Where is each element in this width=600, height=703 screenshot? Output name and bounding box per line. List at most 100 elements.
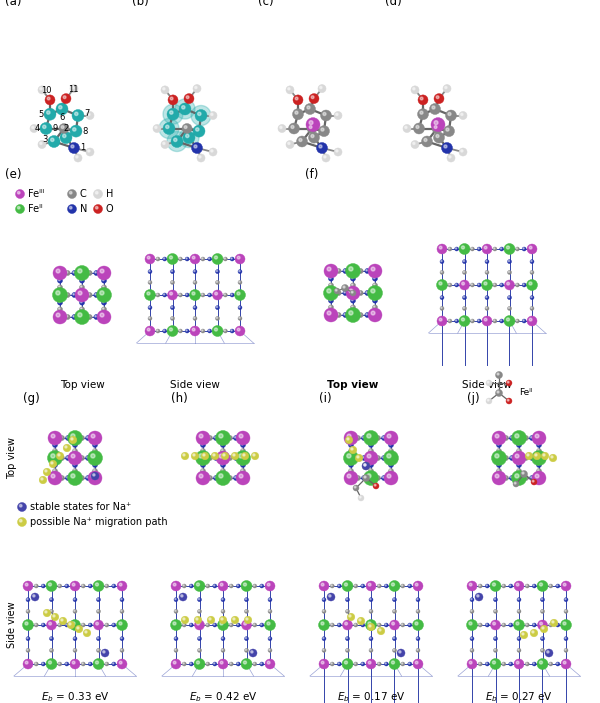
Circle shape xyxy=(478,623,482,627)
Circle shape xyxy=(368,583,371,586)
Circle shape xyxy=(531,271,532,272)
Circle shape xyxy=(167,290,178,300)
Circle shape xyxy=(43,468,51,476)
Text: (i): (i) xyxy=(319,392,332,405)
Circle shape xyxy=(344,292,346,293)
Circle shape xyxy=(373,276,377,281)
Circle shape xyxy=(517,648,521,652)
Circle shape xyxy=(113,624,114,625)
Circle shape xyxy=(549,584,553,588)
Text: H: H xyxy=(106,189,113,199)
Circle shape xyxy=(319,619,329,631)
Circle shape xyxy=(211,113,213,115)
Circle shape xyxy=(17,503,26,512)
Circle shape xyxy=(401,662,405,666)
Circle shape xyxy=(293,109,304,120)
Circle shape xyxy=(189,584,193,588)
Circle shape xyxy=(49,661,52,664)
Circle shape xyxy=(214,435,218,441)
Circle shape xyxy=(515,319,520,323)
Circle shape xyxy=(194,281,195,283)
Circle shape xyxy=(65,475,71,480)
Circle shape xyxy=(361,623,365,627)
Circle shape xyxy=(221,449,226,453)
Circle shape xyxy=(58,278,62,283)
Circle shape xyxy=(106,624,107,625)
Circle shape xyxy=(178,293,182,297)
Circle shape xyxy=(455,247,458,251)
Circle shape xyxy=(523,284,524,285)
Circle shape xyxy=(260,585,262,586)
Circle shape xyxy=(445,86,447,89)
Circle shape xyxy=(75,625,83,633)
Text: N: N xyxy=(80,204,88,214)
Circle shape xyxy=(493,637,497,640)
Circle shape xyxy=(563,583,566,586)
Circle shape xyxy=(65,456,71,460)
Circle shape xyxy=(365,269,370,273)
Circle shape xyxy=(337,584,341,588)
Circle shape xyxy=(561,581,571,591)
Circle shape xyxy=(471,284,472,285)
Circle shape xyxy=(408,584,412,588)
Circle shape xyxy=(227,475,233,480)
Circle shape xyxy=(220,583,223,586)
Circle shape xyxy=(92,442,97,448)
Circle shape xyxy=(185,134,189,138)
Circle shape xyxy=(117,581,127,591)
Circle shape xyxy=(518,598,519,600)
Circle shape xyxy=(43,610,51,617)
Circle shape xyxy=(82,663,83,664)
Circle shape xyxy=(65,585,67,586)
Circle shape xyxy=(215,306,220,309)
Circle shape xyxy=(268,637,272,640)
Circle shape xyxy=(47,97,50,100)
Circle shape xyxy=(237,328,240,331)
Circle shape xyxy=(163,104,183,124)
Circle shape xyxy=(70,84,78,93)
Circle shape xyxy=(235,457,236,458)
Circle shape xyxy=(49,460,57,467)
Circle shape xyxy=(209,457,210,458)
Circle shape xyxy=(516,320,517,321)
Circle shape xyxy=(78,313,82,317)
Circle shape xyxy=(74,610,75,612)
Circle shape xyxy=(337,269,338,271)
Circle shape xyxy=(49,637,53,640)
Circle shape xyxy=(516,284,517,285)
Circle shape xyxy=(268,598,272,602)
Circle shape xyxy=(322,598,326,602)
Circle shape xyxy=(514,659,524,669)
Circle shape xyxy=(383,451,398,465)
Circle shape xyxy=(103,651,105,653)
Circle shape xyxy=(67,430,83,446)
Circle shape xyxy=(317,143,328,153)
Circle shape xyxy=(260,624,262,625)
Circle shape xyxy=(97,610,101,613)
Text: (d): (d) xyxy=(385,0,402,8)
Circle shape xyxy=(445,110,457,121)
Circle shape xyxy=(364,430,379,446)
Circle shape xyxy=(463,307,467,311)
Circle shape xyxy=(543,454,545,456)
Circle shape xyxy=(330,662,334,666)
Circle shape xyxy=(522,633,524,635)
Circle shape xyxy=(338,585,339,586)
Circle shape xyxy=(343,451,359,465)
Circle shape xyxy=(35,585,36,586)
Circle shape xyxy=(370,450,371,451)
Circle shape xyxy=(236,431,250,445)
Circle shape xyxy=(491,620,500,630)
Circle shape xyxy=(467,581,477,591)
Circle shape xyxy=(441,271,442,272)
Circle shape xyxy=(59,308,60,309)
Circle shape xyxy=(233,618,235,620)
Circle shape xyxy=(497,463,499,465)
Circle shape xyxy=(58,454,60,456)
Circle shape xyxy=(405,127,407,129)
Circle shape xyxy=(401,584,405,588)
Circle shape xyxy=(218,659,228,669)
Circle shape xyxy=(307,124,317,134)
Circle shape xyxy=(491,451,506,465)
Circle shape xyxy=(94,620,104,630)
